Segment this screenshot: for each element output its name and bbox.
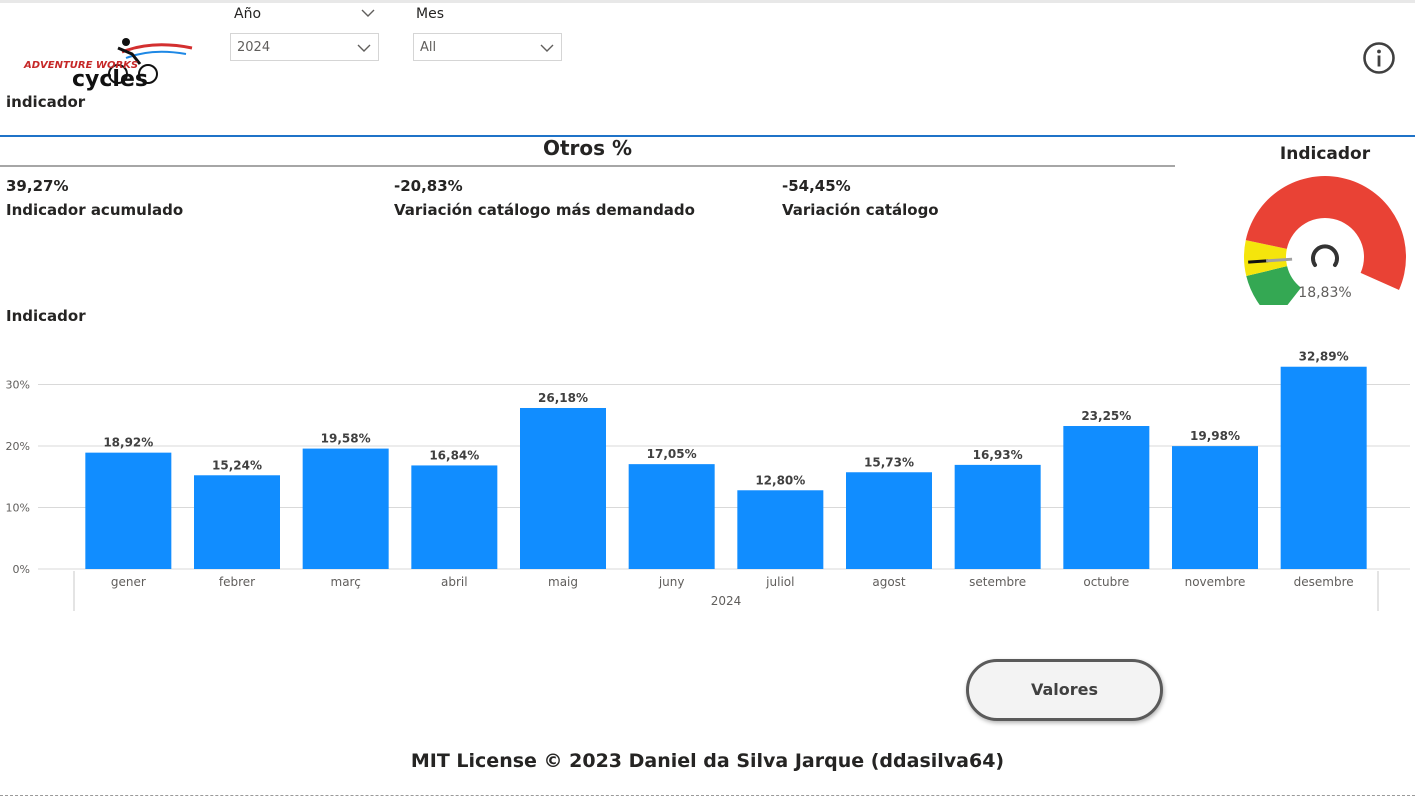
gauge-band (1246, 266, 1301, 305)
year-filter-value: 2024 (237, 40, 271, 55)
y-tick-label: 20% (6, 440, 30, 453)
info-circle-icon[interactable] (1362, 41, 1396, 75)
bar-setembre (954, 464, 1041, 569)
otros-title: Otros % (542, 136, 633, 160)
kpi-top-catalog-variation-label: Variación catálogo más demandado (394, 201, 695, 219)
bar-maig (520, 407, 606, 569)
month-filter-value: All (420, 40, 437, 55)
bar-data-label: 17,05% (647, 447, 697, 461)
gauge-pointer (1266, 257, 1293, 263)
bar-data-label: 19,58% (321, 432, 371, 446)
x-tick-label: desembre (1294, 575, 1354, 589)
x-tick-label: abril (441, 575, 468, 589)
header-separator (0, 135, 1415, 137)
y-tick-label: 30% (6, 379, 30, 392)
bar-agost (846, 472, 932, 569)
year-filter-label: Año (234, 6, 262, 22)
x-tick-label: novembre (1185, 575, 1246, 589)
bar-desembre (1280, 366, 1367, 569)
otros-underline (0, 165, 1175, 167)
gauge-value-label: 18,83% (1298, 285, 1351, 301)
monthly-indicator-bar-chart: 0% 10% 20% 30% 18,92% 15,24% 19,58% 16,84% 26,1… (6, 350, 1410, 611)
gauge-loading-spinner-icon (1311, 244, 1339, 267)
year-chevron-down-icon[interactable] (357, 43, 371, 53)
year-filter-dropdown[interactable]: 2024 (230, 33, 379, 61)
kpi-catalog-variation-label: Variación catálogo (782, 201, 939, 219)
month-filter-label: Mes (416, 6, 444, 22)
y-tick-label: 10% (6, 502, 30, 515)
bar-data-label: 23,25% (1081, 409, 1131, 423)
bar-abril (411, 465, 498, 569)
y-tick-label: 0% (13, 563, 30, 576)
x-group-label: 2024 (711, 594, 742, 608)
bar-data-label: 32,89% (1299, 350, 1349, 364)
bar-data-label: 18,92% (103, 436, 153, 450)
x-tick-label: gener (111, 575, 146, 589)
bar-data-label: 19,98% (1190, 429, 1240, 443)
x-tick-label: febrer (219, 575, 255, 589)
month-chevron-down-icon[interactable] (540, 43, 554, 53)
month-filter-dropdown[interactable]: All (413, 33, 562, 61)
kpi-accumulated-label: Indicador acumulado (6, 201, 184, 219)
valores-button[interactable]: Valores (966, 659, 1163, 721)
gauge-needle (1248, 259, 1269, 264)
top-border (0, 0, 1415, 3)
bar-data-label: 15,24% (212, 458, 262, 472)
gauge-band (1245, 175, 1406, 290)
year-filter-collapse-chevron-icon[interactable] (361, 8, 375, 18)
bar-març (302, 448, 389, 569)
gauge-title: Indicador (1279, 144, 1371, 164)
bar-octubre (1063, 426, 1150, 569)
chart-title: Indicador (6, 307, 86, 325)
bottom-border (0, 795, 1415, 796)
logo-brand-top: ADVENTURE WORKS (23, 60, 138, 71)
license-footer: MIT License © 2023 Daniel da Silva Jarqu… (410, 750, 1005, 772)
x-tick-label: octubre (1083, 575, 1129, 589)
bar-data-label: 15,73% (864, 455, 914, 469)
adventure-works-logo: ADVENTURE WORKS cycles (23, 38, 193, 92)
logo-brand-main: cycles (72, 67, 148, 92)
bar-febrer (194, 475, 280, 569)
bar-juny (628, 464, 715, 569)
bar-data-label: 16,93% (973, 448, 1023, 462)
kpi-accumulated-value: 39,27% (6, 177, 69, 195)
x-tick-label: setembre (969, 575, 1026, 589)
kpi-catalog-variation-value: -54,45% (782, 177, 851, 195)
bar-data-label: 12,80% (755, 473, 805, 487)
x-tick-label: març (331, 575, 361, 589)
bar-gener (85, 452, 172, 569)
section-label: indicador (6, 93, 86, 111)
x-tick-label: agost (872, 575, 906, 589)
x-tick-label: maig (548, 575, 578, 589)
x-tick-label: juliol (765, 575, 794, 589)
gauge-chart: 18,83% (1244, 175, 1406, 305)
bar-data-label: 26,18% (538, 391, 588, 405)
gauge-band (1244, 240, 1288, 277)
kpi-top-catalog-variation-value: -20,83% (394, 177, 463, 195)
bar-data-label: 16,84% (429, 448, 479, 462)
bar-novembre (1172, 446, 1258, 569)
bar-juliol (737, 490, 824, 569)
x-tick-label: juny (658, 575, 685, 589)
